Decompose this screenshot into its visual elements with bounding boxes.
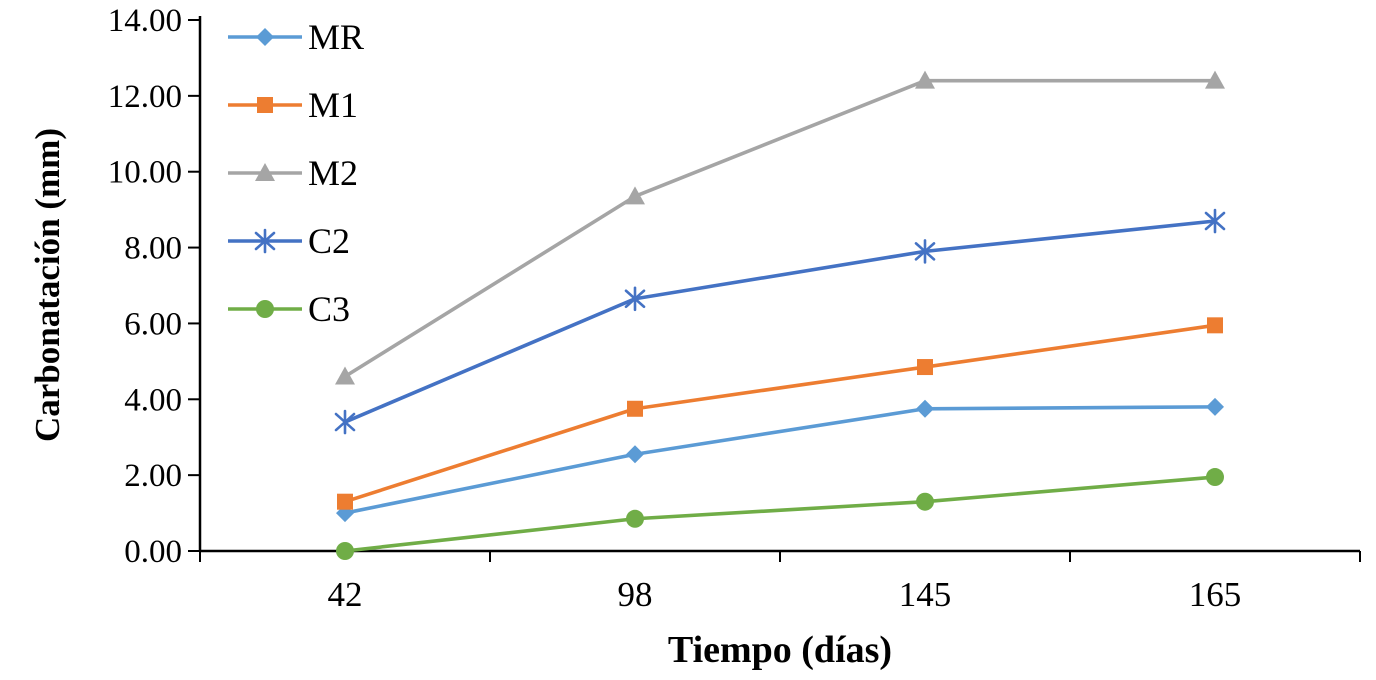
marker-asterisk — [254, 228, 276, 254]
marker-asterisk — [914, 239, 936, 264]
series-M2-line — [343, 78, 1217, 379]
y-tick-label: 2.00 — [124, 458, 182, 494]
legend-item-M1: M1 — [228, 85, 358, 125]
y-tick-label: 12.00 — [108, 79, 182, 115]
series-C3 — [336, 468, 1224, 560]
y-tick-label: 6.00 — [124, 306, 182, 342]
marker-asterisk — [1204, 208, 1226, 234]
marker-asterisk — [624, 286, 646, 312]
marker-diamond — [916, 399, 934, 418]
marker-diamond — [1206, 397, 1224, 416]
x-axis: 42 98 145 165 — [199, 551, 1361, 614]
legend-item-C3: C3 — [228, 289, 350, 329]
y-axis-title: Carbonatación (mm) — [28, 128, 67, 442]
series-M1 — [337, 317, 1223, 510]
legend-label: M2 — [308, 153, 358, 193]
marker-square — [337, 493, 353, 510]
series-MR — [336, 397, 1224, 523]
marker-square — [257, 97, 273, 113]
series-MR-line — [343, 405, 1217, 515]
legend-item-C2: C2 — [228, 221, 350, 261]
marker-triangle — [335, 366, 355, 385]
y-tick-label: 4.00 — [124, 382, 182, 418]
marker-triangle — [255, 163, 275, 181]
x-tick-label: 145 — [899, 575, 952, 614]
legend-label: MR — [308, 17, 364, 57]
x-tick-label: 165 — [1189, 575, 1242, 614]
x-tick-label: 42 — [328, 575, 363, 614]
series-C2 — [334, 208, 1226, 435]
series-C3-line — [343, 475, 1217, 553]
marker-circle — [336, 542, 354, 560]
marker-triangle — [1205, 70, 1225, 89]
y-axis: 0.00 2.00 4.00 6.00 8.00 10.00 12.00 14.00 — [108, 3, 200, 570]
marker-triangle — [625, 186, 645, 205]
marker-triangle — [915, 70, 935, 89]
marker-square — [1207, 317, 1223, 334]
y-tick-label: 8.00 — [124, 231, 182, 267]
legend-label: M1 — [308, 85, 358, 125]
marker-circle — [916, 492, 934, 511]
marker-square — [917, 359, 933, 376]
marker-asterisk — [334, 409, 356, 435]
legend-label: C2 — [308, 221, 350, 261]
series-M2 — [335, 70, 1225, 385]
legend-item-M2: M2 — [228, 153, 358, 193]
marker-diamond — [256, 28, 274, 46]
legend: MR M1 M2 C2 C3 — [228, 17, 364, 329]
series-M1-line — [343, 323, 1217, 504]
marker-square — [627, 400, 643, 417]
y-tick-label: 0.00 — [124, 534, 182, 570]
legend-item-MR: MR — [228, 17, 364, 57]
x-axis-title: Tiempo (días) — [667, 629, 893, 671]
legend-label: C3 — [308, 289, 350, 329]
y-tick-label: 10.00 — [108, 155, 182, 191]
series-C2-line — [343, 219, 1217, 424]
marker-circle — [1206, 468, 1224, 487]
marker-circle — [256, 300, 274, 318]
marker-circle — [626, 509, 644, 528]
y-tick-label: 14.00 — [108, 3, 182, 39]
marker-diamond — [626, 445, 644, 464]
x-tick-label: 98 — [618, 575, 653, 614]
